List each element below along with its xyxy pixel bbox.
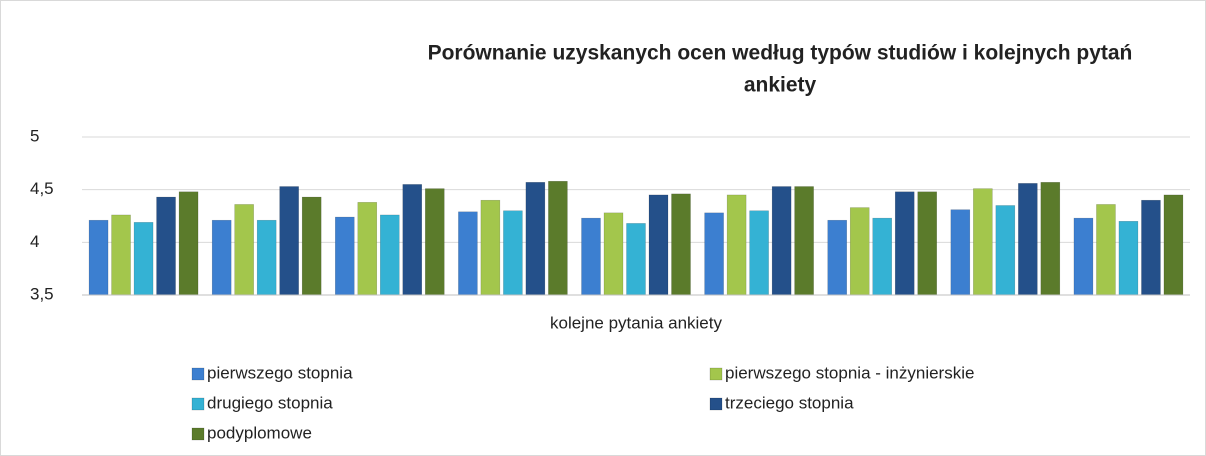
bar: [1073, 217, 1094, 296]
bar: [133, 222, 154, 296]
legend-marker: [709, 397, 723, 411]
bar: [357, 202, 378, 296]
legend-label: drugiego stopnia: [207, 393, 333, 412]
bar: [950, 209, 971, 296]
bar: [849, 207, 870, 296]
bar: [234, 204, 254, 296]
bar: [794, 186, 814, 296]
y-tick-label: 4,5: [30, 179, 54, 198]
bar: [156, 196, 176, 296]
chart-title: ankiety: [744, 74, 817, 97]
bar: [211, 219, 232, 296]
bar: [749, 210, 769, 296]
bar: [548, 180, 568, 296]
bar: [480, 199, 501, 296]
bar: [458, 211, 478, 296]
bar: [1018, 183, 1038, 296]
bar: [279, 186, 299, 296]
legend-marker: [191, 397, 205, 411]
chart-title: Porównanie uzyskanych ocen według typów …: [428, 42, 1133, 65]
bar: [301, 196, 322, 296]
bar: [1141, 199, 1161, 296]
bar: [872, 217, 892, 296]
legend-label: pierwszego stopnia: [207, 363, 353, 382]
y-tick-label: 3,5: [30, 284, 54, 303]
bar: [335, 216, 355, 296]
bar: [648, 194, 669, 296]
bar: [973, 188, 993, 296]
legend-label: pierwszego stopnia - inżynierskie: [725, 363, 974, 382]
bar: [603, 212, 624, 296]
bar: [626, 223, 646, 296]
bar: [581, 217, 601, 296]
y-tick-label: 5: [30, 126, 39, 145]
bar: [995, 205, 1016, 296]
bar: [111, 214, 131, 296]
bar: [380, 214, 400, 296]
bar: [525, 182, 546, 296]
legend-marker: [191, 367, 205, 381]
bar: [671, 193, 691, 296]
bar: [88, 219, 109, 296]
bar: [1040, 182, 1061, 296]
bar: [894, 191, 915, 296]
bar: [1118, 221, 1139, 296]
bar: [425, 188, 445, 296]
legend-marker: [191, 427, 205, 441]
legend-label: podyplomowe: [207, 423, 312, 442]
bar: [827, 219, 847, 296]
y-tick-label: 4: [30, 232, 39, 251]
x-axis-label: kolejne pytania ankiety: [550, 313, 723, 332]
bar: [726, 194, 747, 296]
legend-marker: [709, 367, 723, 381]
bar: [256, 219, 277, 296]
bar: [503, 210, 523, 296]
bar: [402, 184, 423, 296]
legend-label: trzeciego stopnia: [725, 393, 854, 412]
bar: [1163, 194, 1184, 296]
bar: [1096, 204, 1116, 296]
bar: [771, 186, 792, 296]
bar: [704, 212, 724, 296]
bar: [917, 191, 937, 296]
bar: [178, 191, 199, 296]
